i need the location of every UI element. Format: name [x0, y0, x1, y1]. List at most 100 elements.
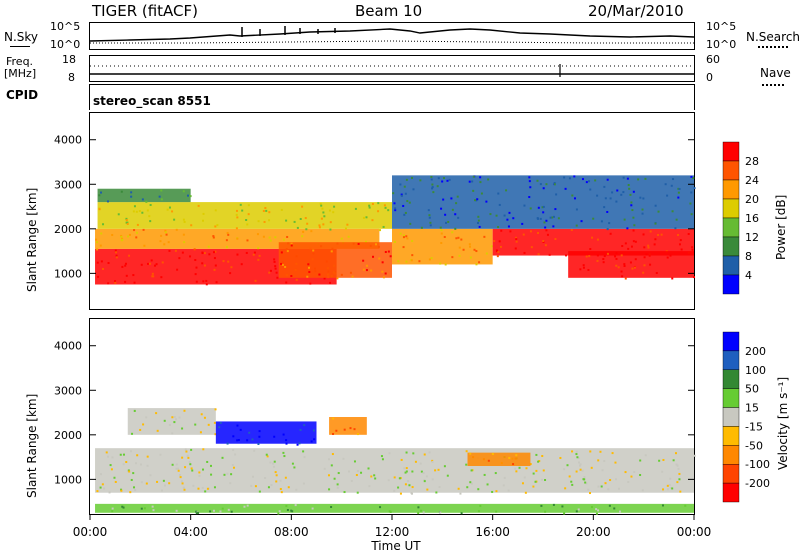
scatter-pixel	[505, 189, 508, 192]
scatter-pixel	[362, 259, 365, 262]
scatter-pixel	[378, 257, 381, 260]
scatter-pixel	[595, 508, 598, 511]
scatter-pixel	[523, 476, 526, 479]
scatter-pixel	[477, 488, 480, 491]
scatter-pixel	[303, 456, 306, 459]
scatter-pixel	[687, 232, 690, 235]
scatter-pixel	[135, 210, 138, 213]
scatter-pixel	[312, 429, 315, 432]
colorbar-segment	[722, 236, 740, 257]
scatter-pixel	[435, 491, 438, 494]
scatter-pixel	[483, 235, 486, 238]
scatter-pixel	[171, 210, 174, 213]
velocity-ylabel: Slant Range [km]	[25, 394, 39, 498]
y-tick-label: 2000	[54, 429, 82, 442]
scatter-pixel	[125, 219, 128, 222]
scatter-pixel	[514, 467, 517, 470]
scatter-pixel	[294, 504, 297, 507]
scatter-pixel	[466, 486, 469, 489]
scatter-pixel	[143, 244, 146, 247]
scatter-pixel	[306, 275, 309, 278]
scatter-pixel	[604, 482, 607, 485]
scatter-pixel	[672, 459, 675, 462]
scatter-pixel	[367, 467, 370, 470]
nsearch-tick-bottom: 10^0	[706, 38, 737, 51]
scatter-pixel	[382, 225, 385, 228]
scatter-pixel	[431, 183, 434, 186]
scatter-pixel	[287, 486, 290, 489]
scatter-pixel	[551, 216, 554, 219]
scatter-pixel	[356, 491, 359, 494]
scatter-pixel	[420, 509, 423, 512]
scatter-pixel	[290, 242, 293, 245]
scatter-pixel	[597, 459, 600, 462]
scatter-pixel	[440, 241, 443, 244]
scatter-pixel	[666, 484, 669, 487]
scatter-pixel	[202, 212, 205, 215]
scatter-pixel	[643, 246, 646, 249]
scatter-pixel	[133, 205, 136, 208]
scatter-pixel	[346, 223, 349, 226]
scatter-pixel	[632, 216, 635, 219]
scatter-pixel	[239, 203, 242, 206]
scatter-pixel	[142, 228, 145, 231]
scatter-pixel	[370, 475, 373, 478]
scatter-pixel	[398, 477, 401, 480]
scatter-pixel	[417, 512, 420, 515]
scatter-pixel	[491, 452, 494, 455]
scatter-pixel	[677, 191, 680, 194]
scatter-pixel	[542, 205, 545, 208]
scatter-pixel	[377, 210, 380, 213]
scatter-pixel	[247, 204, 250, 207]
scatter-pixel	[471, 482, 474, 485]
scatter-pixel	[215, 281, 218, 284]
scatter-pixel	[411, 254, 414, 257]
scatter-pixel	[332, 211, 335, 214]
scatter-pixel	[641, 489, 644, 492]
scatter-pixel	[156, 429, 159, 432]
scatter-pixel	[192, 484, 195, 487]
scatter-pixel	[584, 481, 587, 484]
scatter-pixel	[283, 455, 286, 458]
scatter-pixel	[163, 419, 166, 422]
freq-label-1: Freq.	[6, 55, 34, 68]
scatter-pixel	[198, 474, 201, 477]
scatter-pixel	[568, 475, 571, 478]
scatter-pixel	[388, 452, 391, 455]
scatter-pixel	[120, 235, 123, 238]
scatter-pixel	[589, 450, 592, 453]
scatter-pixel	[125, 461, 128, 464]
scatter-pixel	[465, 450, 468, 453]
scatter-pixel	[423, 479, 426, 482]
scatter-pixel	[370, 269, 373, 272]
scatter-pixel	[623, 218, 626, 221]
scatter-pixel	[674, 227, 677, 230]
scatter-pixel	[381, 458, 384, 461]
scatter-pixel	[441, 180, 444, 183]
scatter-pixel	[182, 486, 185, 489]
scatter-pixel	[186, 194, 189, 197]
scatter-pixel	[393, 202, 396, 205]
scatter-pixel	[442, 198, 445, 201]
scatter-pixel	[563, 512, 566, 515]
date-title: 20/Mar/2010	[588, 2, 684, 20]
scatter-pixel	[581, 469, 584, 472]
scatter-pixel	[332, 417, 335, 420]
scatter-pixel	[236, 237, 239, 240]
scatter-pixel	[482, 458, 485, 461]
scatter-pixel	[266, 455, 269, 458]
scatter-pixel	[600, 220, 603, 223]
scatter-pixel	[229, 272, 232, 275]
scatter-pixel	[524, 491, 527, 494]
scatter-pixel	[241, 209, 244, 212]
scatter-pixel	[675, 463, 678, 466]
scatter-pixel	[183, 488, 186, 491]
scatter-pixel	[649, 230, 652, 233]
scatter-pixel	[487, 459, 490, 462]
scatter-pixel	[122, 453, 125, 456]
scatter-pixel	[542, 239, 545, 242]
scatter-band	[467, 452, 531, 466]
scatter-pixel	[451, 231, 454, 234]
scatter-pixel	[570, 480, 573, 483]
scatter-pixel	[246, 239, 249, 242]
